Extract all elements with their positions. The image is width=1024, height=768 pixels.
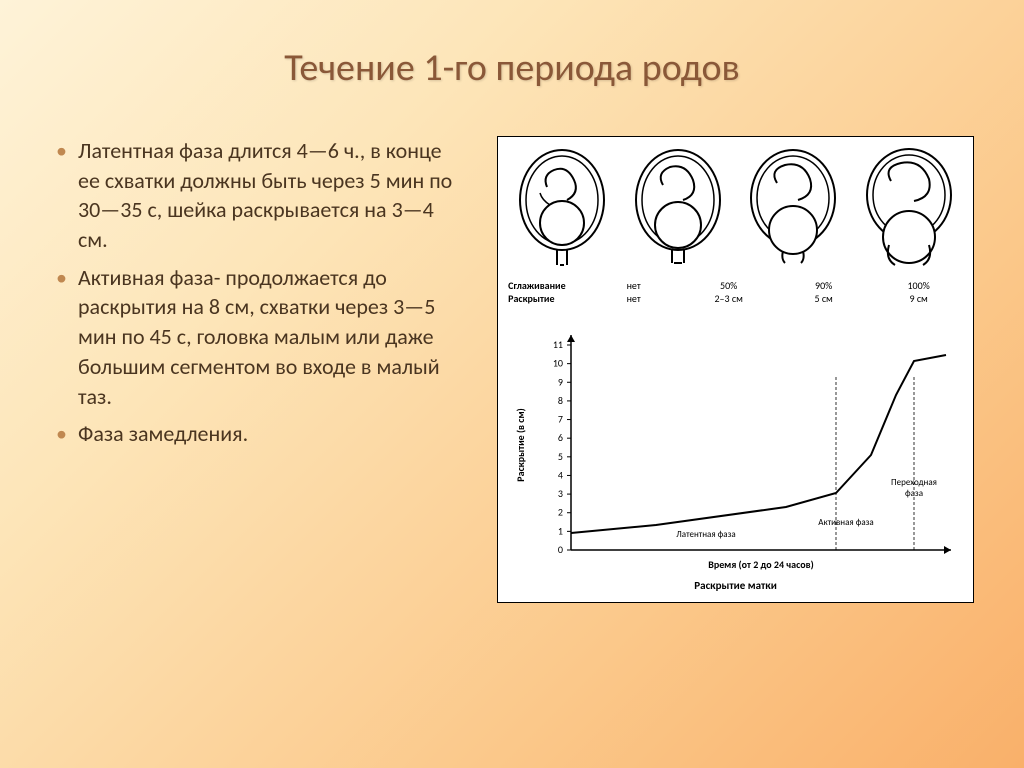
label-cell: 50% — [681, 279, 776, 292]
bullet-list: Латентная фаза длится 4—6 ч., в конце ее… — [50, 136, 467, 603]
label-rasp-head: Раскрытие — [508, 292, 586, 305]
label-cell: нет — [586, 279, 681, 292]
svg-text:6: 6 — [558, 431, 563, 444]
fetus-labels-table: Сглаживание нет 50% 90% 100% Раскрытие н… — [508, 279, 967, 305]
chart-caption: Раскрытие матки — [504, 579, 967, 592]
svg-text:2: 2 — [558, 506, 563, 519]
svg-text:Переходная: Переходная — [891, 477, 937, 488]
label-cell: 90% — [776, 279, 871, 292]
fetus-stage-3 — [743, 145, 843, 275]
label-sgl-head: Сглаживание — [508, 279, 586, 292]
svg-text:Время (от 2 до 24 часов): Время (от 2 до 24 часов) — [708, 558, 813, 571]
fetus-stage-4 — [859, 145, 959, 275]
svg-text:Латентная фаза: Латентная фаза — [676, 529, 735, 540]
svg-text:3: 3 — [558, 487, 563, 500]
bullet-item: Фаза замедления. — [50, 419, 467, 449]
svg-text:0: 0 — [558, 543, 563, 556]
label-cell: 2–3 см — [681, 292, 776, 305]
content-row: Латентная фаза длится 4—6 ч., в конце ее… — [50, 136, 974, 603]
svg-text:11: 11 — [552, 338, 562, 351]
slide-title: Течение 1-го периода родов — [50, 45, 974, 91]
dilation-chart: 0 1 2 3 4 5 6 7 8 9 10 11 Латентная фаза Активная фаз… — [506, 315, 966, 575]
bullet-item: Латентная фаза длится 4—6 ч., в конце ее… — [50, 136, 467, 255]
fetus-stage-1 — [512, 145, 612, 275]
label-cell: 9 см — [871, 292, 966, 305]
svg-text:10: 10 — [552, 357, 562, 370]
fetus-stage-2 — [628, 145, 728, 275]
fetus-illustration-row — [504, 145, 967, 275]
svg-text:Активная фаза: Активная фаза — [818, 517, 874, 528]
svg-text:4: 4 — [558, 468, 563, 481]
svg-text:1: 1 — [558, 524, 563, 537]
svg-text:9: 9 — [558, 375, 563, 388]
figure-panel: Сглаживание нет 50% 90% 100% Раскрытие н… — [497, 136, 974, 603]
bullet-item: Активная фаза- продолжается до раскрытия… — [50, 263, 467, 411]
svg-text:5: 5 — [558, 450, 563, 463]
svg-text:8: 8 — [558, 394, 563, 407]
label-cell: 5 см — [776, 292, 871, 305]
label-cell: нет — [586, 292, 681, 305]
svg-text:Раскрытие (в см): Раскрытие (в см) — [514, 408, 527, 481]
label-cell: 100% — [871, 279, 966, 292]
svg-text:7: 7 — [558, 413, 563, 426]
svg-text:фаза: фаза — [905, 488, 923, 499]
